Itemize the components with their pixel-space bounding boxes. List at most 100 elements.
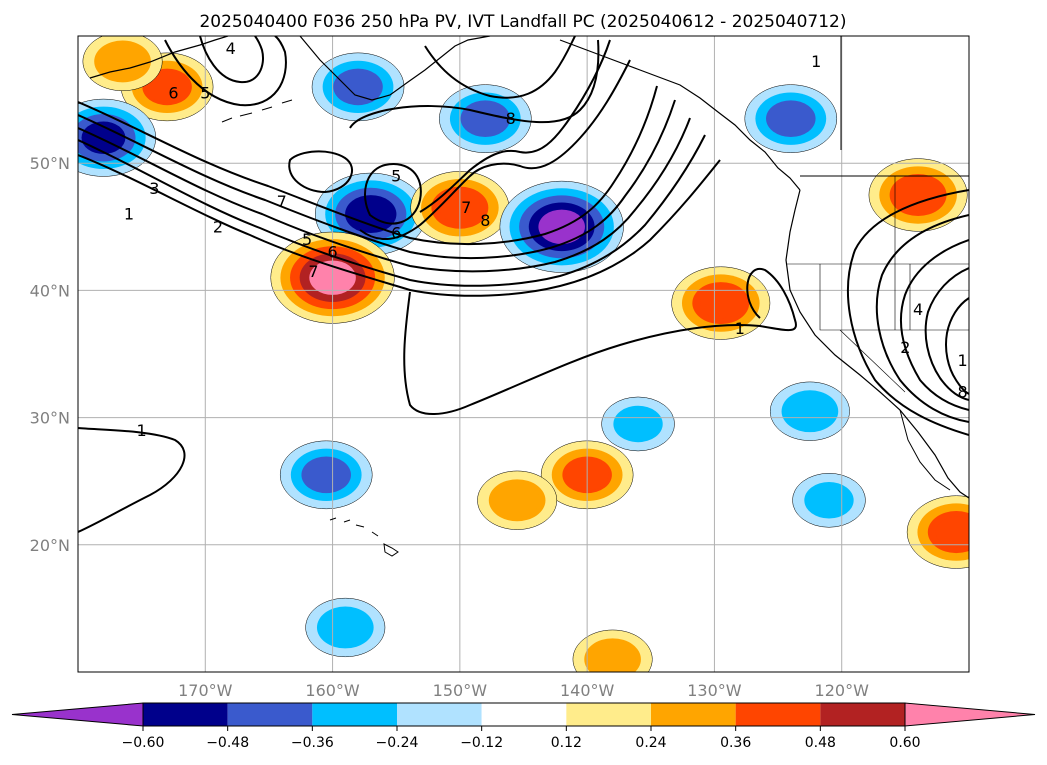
ivt-pc-level-shape [145,71,189,103]
pv-contour-east-4 [924,267,969,401]
pv-contour-east-3 [899,239,969,411]
latitude-tick-label: 50°N [30,154,70,173]
ivt-pc-region-19 [305,597,386,658]
ivt-pc-level-shape [787,394,833,428]
colorbar-extend-high [904,702,1036,727]
ivt-pc-level-shape [589,642,636,672]
colorbar-extend-low [11,702,144,727]
colorbar-tick-label: 0.60 [889,735,920,751]
colorbar-segment [481,703,567,726]
pv-contour-label: 7 [277,192,287,211]
ivt-pc-region-12 [769,381,850,441]
ivt-pc-region-3 [311,52,405,122]
ivt-pc-level-shape [99,44,146,79]
pv-contour-ring-top [164,36,287,107]
ivt-pc-level-shape [304,459,348,491]
pv-contour-east-5 [945,297,969,395]
pv-contour-label: 1 [958,351,968,370]
pv-contour-label: 7 [308,262,318,281]
pv-contour-label: 8 [480,211,490,230]
pv-contour-3 [78,117,691,273]
pv-contour-label: 1 [137,421,147,440]
longitude-tick-label: 120°W [815,681,870,700]
pv-contour-small-ring [364,163,422,225]
colorbar-segment [227,703,313,726]
ivt-pc-level-shape [322,610,368,645]
coastline-aleutians [221,99,293,123]
longitude-tick-label: 170°W [178,681,233,700]
colorbar-segment [312,703,397,726]
ivt-pc-level-shape [897,179,939,211]
colorbar-tick-label: −0.60 [122,735,165,751]
colorbar-tick-label: 0.24 [635,735,666,751]
ivt-pc-region-18 [601,396,675,452]
map-frame [77,35,970,673]
pv-contour-label: 2 [213,217,223,236]
coastline-hawaii [329,517,399,557]
colorbar-segment [735,703,821,726]
pv-contour-label: 7 [461,198,471,217]
colorbar-segment [143,703,228,726]
pv-contour-label: 1 [811,52,821,71]
pv-contour-label: 5 [200,84,210,103]
colorbar-tick-label: −0.12 [460,735,503,751]
pv-contour-8 [424,36,576,99]
pv-contour-label: 5 [391,166,401,185]
colorbar-tick-label: 0.36 [720,735,751,751]
ivt-pc-region-11 [868,158,968,232]
pv-contour-label: 4 [913,300,923,319]
coastline-us-west [785,189,969,499]
colorbar-frame [142,702,906,727]
colorbar-segment [397,703,482,726]
colorbar-tick-label: −0.48 [206,735,249,751]
ivt-pc-region-20 [572,629,653,672]
pv-contour-4 [78,99,676,260]
pv-contour-label: 1 [124,205,134,224]
colorbar-tick-label: 0.12 [551,735,582,751]
coastline-baja [899,409,951,491]
pv-contour-2 [78,134,706,287]
latitude-tick-label: 20°N [30,536,70,555]
colorbar: −0.60 −0.48 −0.36 −0.24 −0.12 0.12 0.24 0.36 0.4… [11,702,1036,751]
pv-contour-5 [78,85,658,246]
ivt-pc-level-shape [494,483,540,518]
ivt-pc-region-13 [906,495,969,569]
coastline-canada [559,39,801,191]
ivt-pc-level-shape [805,482,853,518]
pv-contour-east-1 [846,189,969,436]
pv-contour-7 [419,39,611,213]
ivt-pc-level-shape [769,102,813,135]
colorbar-tick-label: 0.48 [805,735,836,751]
ivt-pc-region-5 [439,84,532,153]
colorbar-segment [820,703,905,726]
colorbar-segment [566,703,651,726]
pv-contour-label: 8 [506,109,516,128]
pv-contour-6 [359,59,631,241]
pv-contour-label: 4 [226,39,236,58]
chart-title: 2025040400 F036 250 hPa PV, IVT Landfall… [199,12,846,32]
longitude-tick-label: 130°W [687,681,742,700]
colorbar-segment [651,703,736,726]
pv-contour-loop-upper [349,39,600,129]
pv-contour-small-ring-2 [288,150,354,194]
pv-contour-ring-top-2 [199,36,264,84]
latitude-tick-label: 30°N [30,409,70,428]
ivt-pc-level-shape [336,71,380,103]
pv-contour-1-west [78,154,721,297]
coastlines [89,36,969,557]
pv-contour-label: 3 [149,179,159,198]
pv-contour-label: 2 [900,338,910,357]
ivt-pc-region-15 [279,440,373,510]
pv-contour-label: 5 [302,230,312,249]
ivt-pc-level-shape [935,516,969,548]
ivt-pc-region-9 [671,266,771,340]
ivt-pc-region-17 [477,470,558,530]
longitude-tick-label: 160°W [305,681,360,700]
latitude-tick-label: 40°N [30,281,70,300]
pv-contour-label: 1 [735,319,745,338]
pv-contour-east-2 [875,214,969,423]
ivt-pc-level-shape [614,406,662,442]
pv-contour-trough-south [403,267,797,415]
